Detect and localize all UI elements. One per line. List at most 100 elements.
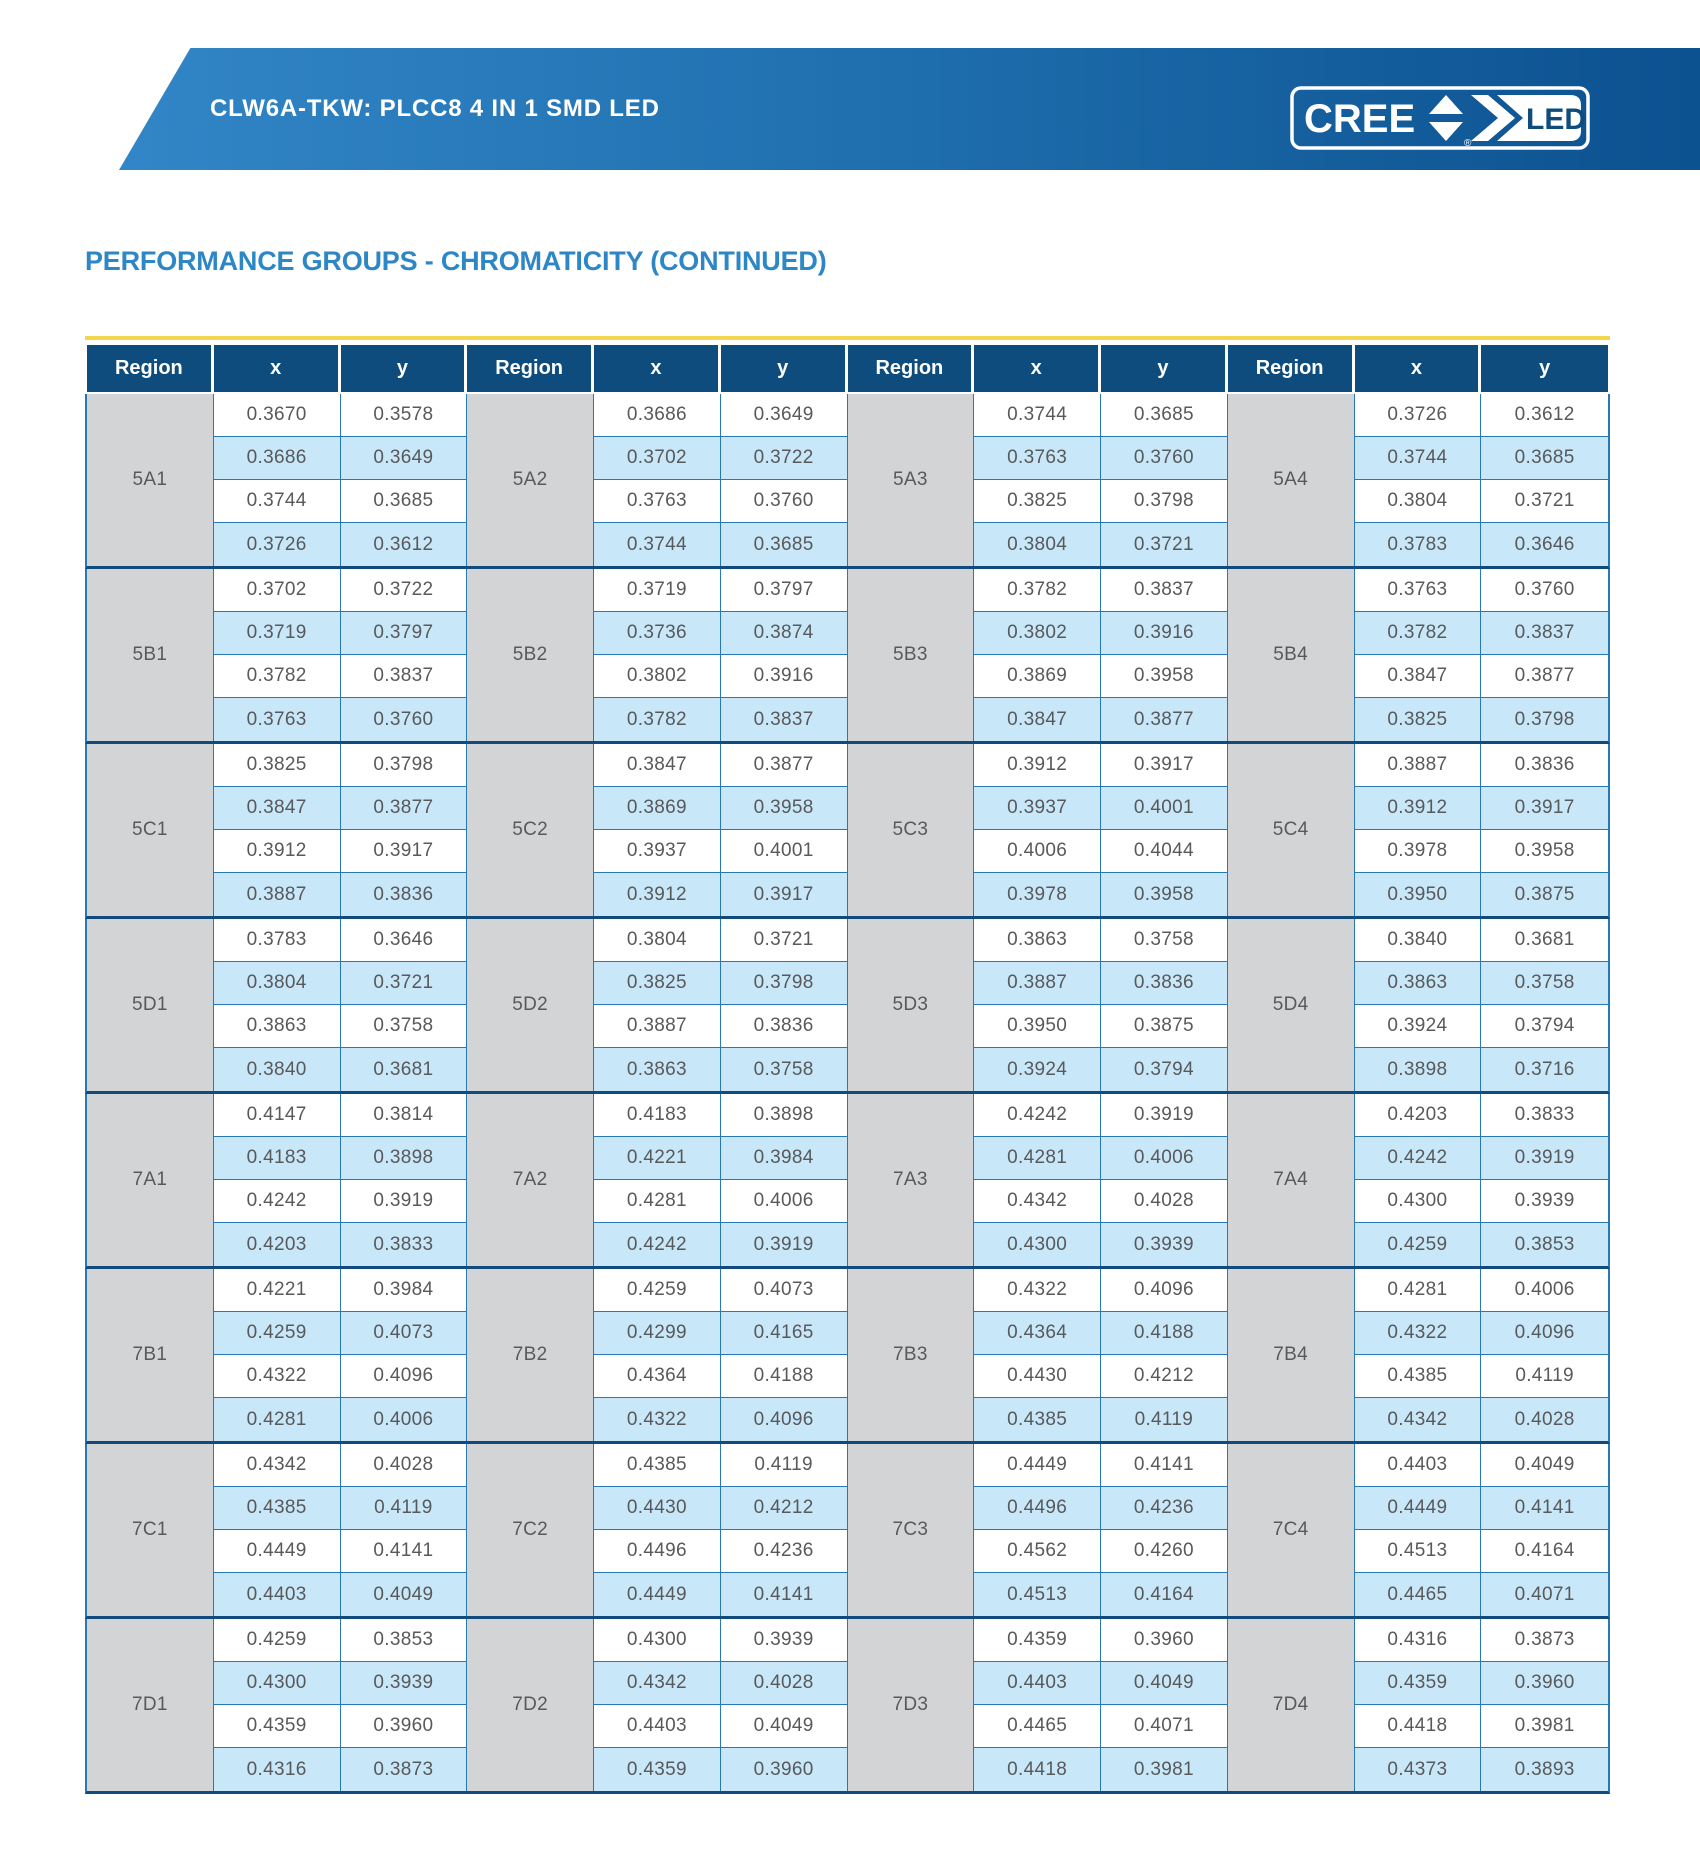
y-value-cell: 0.3758 [1101,919,1228,962]
y-value-cell: 0.3646 [340,919,468,962]
region-cell-7B3: 7B3 [847,1269,975,1441]
table-group-row: 7A1 0.4147 0.3814 0.4183 0.3898 0.4242 0.3919 0… [85,1094,1610,1269]
y-value-cell: 0.3797 [340,612,468,655]
x-value-cell: 0.4242 [1354,1137,1482,1180]
region-cell-7C4: 7C4 [1227,1444,1355,1616]
x-value-cell: 0.4364 [594,1355,721,1398]
region-cell-7A1: 7A1 [87,1094,214,1266]
x-value-cell: 0.4562 [974,1530,1101,1573]
y-value-cell: 0.3612 [340,523,468,566]
x-value-cell: 0.3804 [1354,480,1482,523]
y-value-cell: 0.3612 [1481,394,1608,437]
y-value-cell: 0.3958 [1101,873,1228,916]
x-value-cell: 0.4242 [213,1180,341,1223]
x-value-cell: 0.3863 [1354,962,1482,1005]
y-value-cell: 0.3984 [340,1269,468,1312]
region-cell-5B4: 5B4 [1227,569,1355,741]
x-value-cell: 0.4359 [594,1748,721,1791]
x-value-cell: 0.3783 [1354,523,1482,566]
x-value-cell: 0.4403 [594,1705,721,1748]
y-value-cell: 0.3685 [1481,437,1608,480]
y-value-cell: 0.4071 [1101,1705,1228,1748]
x-value-cell: 0.3726 [1354,394,1482,437]
y-value-cell: 0.4141 [340,1530,468,1573]
y-value-cell: 0.3853 [340,1619,468,1662]
y-value-cell: 0.4212 [1101,1355,1228,1398]
x-value-cell: 0.3804 [974,523,1101,566]
region-cell-7D2: 7D2 [467,1619,594,1791]
y-value-cell: 0.3877 [340,787,468,830]
region-cell-7B2: 7B2 [467,1269,594,1441]
x-value-cell: 0.4203 [1354,1094,1482,1137]
y-value-cell: 0.3877 [720,744,848,787]
y-value-cell: 0.4049 [1101,1662,1228,1705]
x-value-cell: 0.3924 [974,1048,1101,1091]
logo-registered-mark: ® [1464,138,1472,149]
y-value-cell: 0.3685 [1101,394,1228,437]
region-cell-5A4: 5A4 [1227,394,1355,566]
y-value-cell: 0.3917 [340,830,468,873]
y-value-cell: 0.3916 [720,655,848,698]
x-value-cell: 0.3847 [213,787,341,830]
x-value-cell: 0.4183 [594,1094,721,1137]
y-value-cell: 0.3837 [1481,612,1608,655]
x-value-cell: 0.3912 [594,873,721,916]
y-value-cell: 0.3681 [1481,919,1608,962]
x-value-cell: 0.4259 [1354,1223,1482,1266]
x-value-cell: 0.4300 [213,1662,341,1705]
y-value-cell: 0.3960 [720,1748,848,1791]
y-value-cell: 0.4212 [720,1487,848,1530]
y-value-cell: 0.4188 [720,1355,848,1398]
cree-led-logo-svg: CREE ® LED [1290,86,1590,150]
y-value-cell: 0.3836 [720,1005,848,1048]
region-cell-7B1: 7B1 [87,1269,214,1441]
y-value-cell: 0.3917 [720,873,848,916]
x-value-cell: 0.4359 [974,1619,1101,1662]
region-cell-7D1: 7D1 [87,1619,214,1791]
y-value-cell: 0.4049 [720,1705,848,1748]
x-value-cell: 0.4322 [974,1269,1101,1312]
region-cell-5C1: 5C1 [87,744,214,916]
y-value-cell: 0.4096 [1481,1312,1608,1355]
x-value-cell: 0.4242 [594,1223,721,1266]
region-cell-7A4: 7A4 [1227,1094,1355,1266]
y-value-cell: 0.4141 [720,1573,848,1616]
x-value-cell: 0.3686 [594,394,721,437]
y-value-cell: 0.3836 [1101,962,1228,1005]
y-value-cell: 0.3760 [1481,569,1608,612]
y-value-cell: 0.4165 [720,1312,848,1355]
logo-chevron-icon [1471,95,1515,141]
x-value-cell: 0.4513 [974,1573,1101,1616]
x-value-cell: 0.4006 [974,830,1101,873]
x-value-cell: 0.3825 [1354,698,1482,741]
x-value-cell: 0.3763 [213,698,341,741]
y-value-cell: 0.3685 [720,523,848,566]
y-value-cell: 0.3837 [720,698,848,741]
x-value-cell: 0.4300 [594,1619,721,1662]
header-cell-region: Region [847,345,975,392]
x-value-cell: 0.3744 [213,480,341,523]
region-cell-5B3: 5B3 [847,569,975,741]
y-value-cell: 0.4260 [1101,1530,1228,1573]
x-value-cell: 0.4281 [1354,1269,1482,1312]
x-value-cell: 0.4259 [213,1619,341,1662]
header-cell-x: x [594,345,721,392]
y-value-cell: 0.3917 [1101,744,1228,787]
x-value-cell: 0.3736 [594,612,721,655]
y-value-cell: 0.4044 [1101,830,1228,873]
header-cell-y: y [340,345,468,392]
x-value-cell: 0.4385 [213,1487,341,1530]
product-title: CLW6A-TKW: PLCC8 4 IN 1 SMD LED [210,95,660,122]
y-value-cell: 0.3837 [1101,569,1228,612]
y-value-cell: 0.4006 [340,1398,468,1441]
y-value-cell: 0.4096 [1101,1269,1228,1312]
y-value-cell: 0.3797 [720,569,848,612]
x-value-cell: 0.3782 [594,698,721,741]
x-value-cell: 0.3802 [974,612,1101,655]
x-value-cell: 0.4242 [974,1094,1101,1137]
y-value-cell: 0.4049 [340,1573,468,1616]
x-value-cell: 0.3950 [1354,873,1482,916]
x-value-cell: 0.3782 [1354,612,1482,655]
x-value-cell: 0.4203 [213,1223,341,1266]
x-value-cell: 0.4342 [974,1180,1101,1223]
